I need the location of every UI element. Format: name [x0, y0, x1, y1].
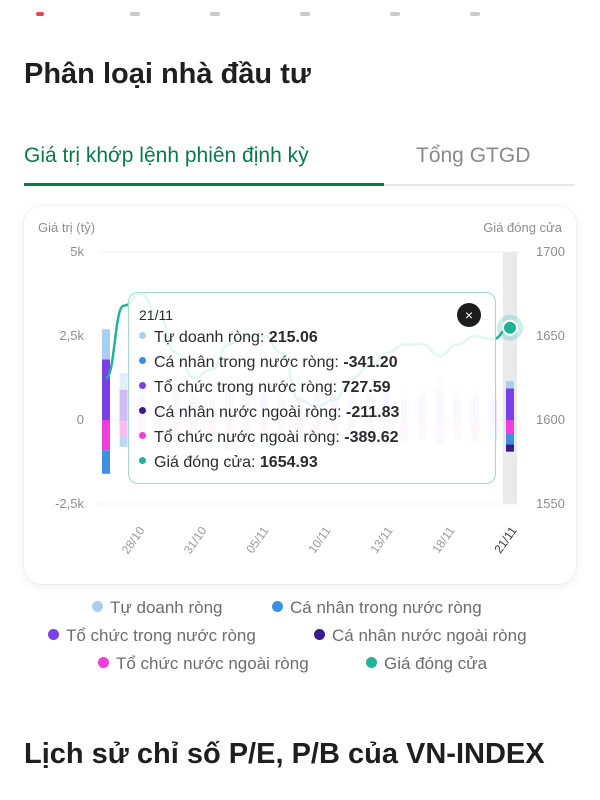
tooltip-row-to-chuc-nuoc-ngoai: Tổ chức nước ngoài ròng: -389.62 — [139, 429, 399, 447]
y-right-tick: 1600 — [536, 412, 565, 427]
bar-segment-positive — [506, 381, 514, 389]
legend-dot — [272, 601, 283, 613]
legend-dot — [139, 407, 146, 415]
legend-item-to-chuc-nuoc-ngoai[interactable]: Tổ chức nước ngoài ròng — [98, 654, 309, 674]
tooltip-row-gia-dong-cua: Giá đóng cửa: 1654.93 — [139, 454, 318, 472]
y-left-tick: 2,5k — [59, 328, 84, 343]
bar-segment-negative — [119, 436, 128, 447]
y-right-tick: 1550 — [536, 496, 565, 511]
legend-item-ca-nhan-nuoc-ngoai[interactable]: Cá nhân nước ngoài ròng — [314, 626, 527, 646]
legend-dot — [139, 357, 146, 365]
legend-dot — [139, 432, 146, 440]
y-right-tick: 1650 — [536, 328, 565, 343]
tab-bar: Giá trị khớp lệnh phiên định kỳ Tổng GTG… — [24, 140, 574, 186]
bar-segment-negative — [102, 450, 110, 474]
chart-tooltip: 21/11 × Tự doanh ròng: 215.06 Cá nhân tr… — [128, 292, 496, 484]
legend-dot — [92, 601, 103, 613]
legend-dot — [48, 629, 59, 641]
bar-segment-positive — [102, 329, 110, 360]
bar-segment-negative — [506, 444, 514, 452]
legend-item-to-chuc-trong-nuoc[interactable]: Tổ chức trong nước ròng — [48, 626, 256, 646]
top-strip-remnant — [0, 0, 600, 30]
bar-segment-positive — [102, 359, 110, 420]
investor-chart-card: Giá trị (tỷ) Giá đóng cửa 5k 2,5k 0 -2,5… — [24, 206, 576, 584]
active-tab-indicator — [24, 183, 384, 186]
legend-dot — [314, 629, 325, 641]
bar-segment-positive — [119, 389, 128, 420]
bar-segment-negative — [102, 420, 110, 451]
tooltip-row-to-chuc-trong-nuoc: Tổ chức trong nước ròng: 727.59 — [139, 379, 391, 397]
legend-item-tu-doanh[interactable]: Tự doanh ròng — [92, 598, 223, 618]
section-title: Phân loại nhà đầu tư — [24, 58, 311, 90]
tab-tong-gtgd[interactable]: Tổng GTGD — [416, 144, 531, 167]
legend-dot — [139, 382, 146, 390]
y-right-tick: 1700 — [536, 244, 565, 259]
legend-dot — [139, 457, 146, 465]
tooltip-row-ca-nhan-nuoc-ngoai: Cá nhân nước ngoài ròng: -211.83 — [139, 404, 399, 422]
close-price-marker — [502, 319, 518, 336]
tooltip-date: 21/11 — [139, 307, 173, 323]
tab-gia-tri-khop-lenh[interactable]: Giá trị khớp lệnh phiên định kỳ — [24, 144, 309, 167]
close-icon[interactable]: × — [457, 303, 481, 327]
next-section-title: Lịch sử chỉ số P/E, P/B của VN-INDEX — [24, 738, 545, 770]
legend-dot — [98, 657, 109, 669]
tooltip-row-ca-nhan-trong-nuoc: Cá nhân trong nước ròng: -341.20 — [139, 354, 398, 372]
selected-day-band — [503, 252, 517, 504]
bar-segment-positive — [506, 388, 514, 420]
y-axis-right-title: Giá đóng cửa — [483, 220, 562, 235]
tooltip-row-tu-doanh: Tự doanh ròng: 215.06 — [139, 329, 318, 347]
legend-item-ca-nhan-trong-nuoc[interactable]: Cá nhân trong nước ròng — [272, 598, 482, 618]
bar-segment-negative — [119, 420, 128, 437]
bar-segment-negative — [506, 433, 514, 445]
legend-dot — [139, 332, 146, 340]
y-left-tick: -2,5k — [55, 496, 84, 511]
y-axis-left-title: Giá trị (tỷ) — [38, 220, 96, 235]
legend-dot — [366, 657, 377, 669]
y-left-tick: 5k — [70, 244, 84, 259]
y-left-tick: 0 — [76, 412, 84, 427]
bar-segment-positive — [119, 372, 128, 390]
legend-item-gia-dong-cua[interactable]: Giá đóng cửa — [366, 654, 487, 674]
bar-segment-negative — [506, 420, 514, 434]
